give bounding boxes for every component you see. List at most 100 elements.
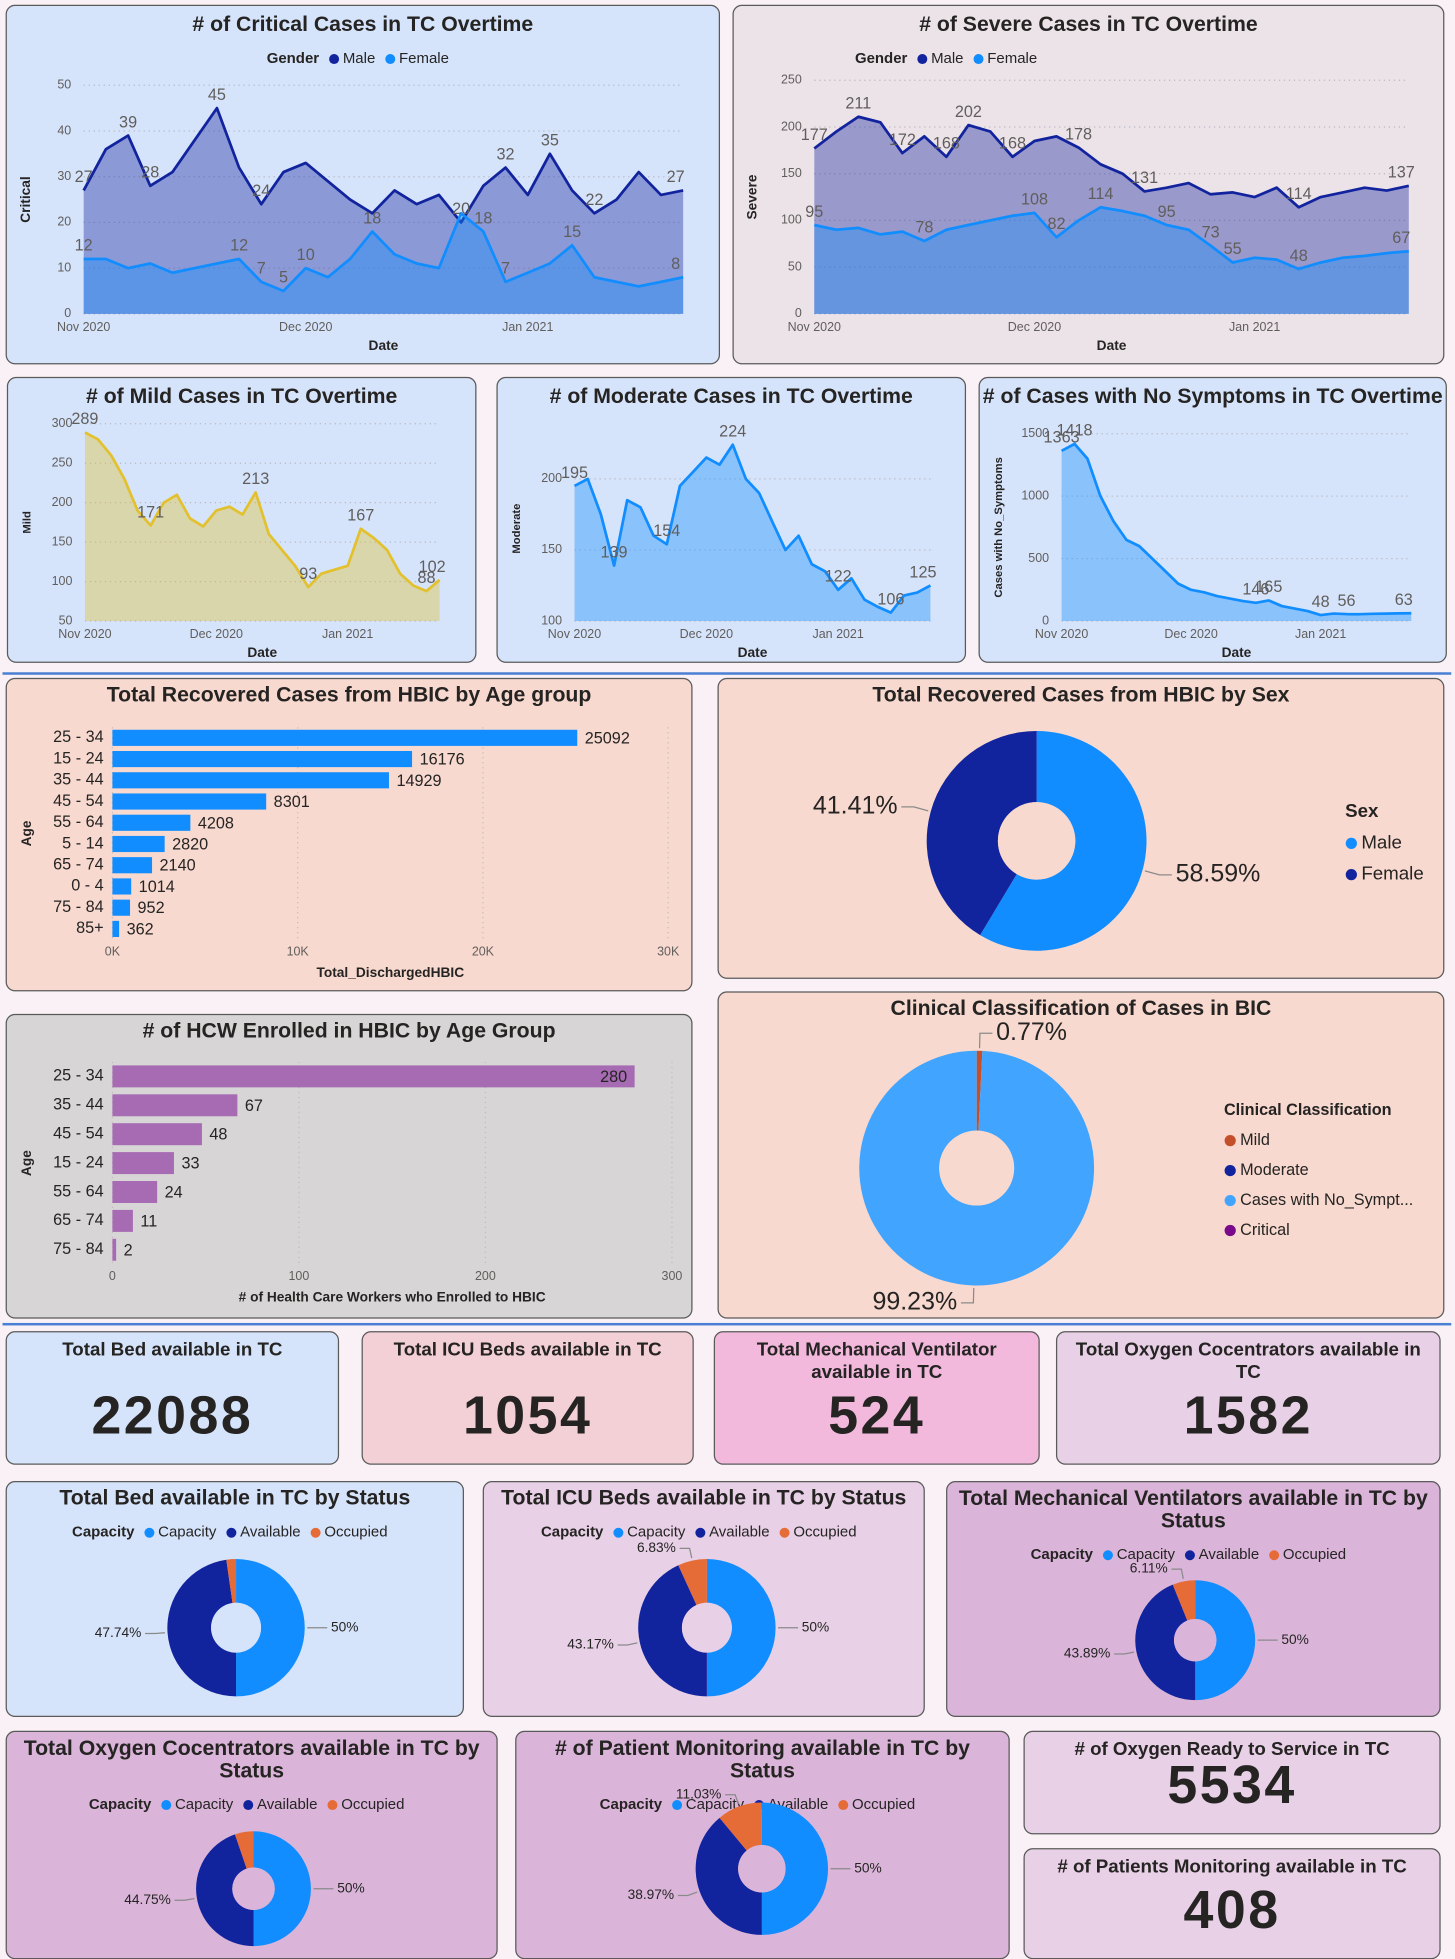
legend-label: Occupied [793,1524,856,1541]
legend-title: Clinical Classification [1224,1101,1392,1119]
x-axis-title: Date [1222,645,1252,660]
leader-line [725,1794,740,1805]
legend-marker [310,1527,321,1538]
y-tick-label: 15 - 24 [53,749,104,767]
legend-marker [226,1527,237,1538]
leader-line [1144,870,1172,876]
data-label: 78 [915,219,933,237]
bar [112,920,120,937]
data-label: 1014 [139,878,175,896]
donut-slice [706,1559,776,1697]
data-label: 168 [999,135,1026,153]
donut-hole [939,1130,1015,1206]
y-tick-label: 100 [541,613,562,627]
data-label: 16176 [420,751,465,769]
chart-title: # of Critical Cases in TC Overtime [192,13,533,36]
y-tick-label: 0 - 4 [71,877,103,895]
y-tick-label: 0 [795,306,802,320]
data-label: 137 [1388,164,1415,182]
y-tick-label: 55 - 64 [53,1182,104,1200]
x-tick-label: Dec 2020 [680,627,733,641]
x-axis-title: Date [738,645,768,660]
y-tick-label: 40 [57,123,71,137]
x-axis-title: # of Health Care Workers who Enrolled to… [239,1290,546,1305]
y-tick-label: 200 [541,471,562,485]
data-label: 114 [1286,185,1312,203]
legend-title: Sex [1345,800,1379,821]
data-label: 0.77% [996,1018,1067,1046]
data-label: 102 [419,558,446,576]
legend-label: Male [343,50,375,67]
legend-title: Capacity [1031,1546,1094,1563]
data-label: 6.83% [637,1540,676,1555]
chart-title: # of Moderate Cases in TC Overtime [550,385,913,408]
data-label: 14929 [396,772,441,790]
y-tick-label: 85+ [76,919,104,937]
legend-label: Mild [1240,1131,1270,1149]
donut-slice [719,1802,762,1851]
x-tick-label: 0K [105,944,121,958]
data-label: 154 [653,522,680,540]
bar [112,772,389,789]
data-label: 48 [1290,247,1308,265]
leader-line [145,1632,166,1635]
donut-slice [761,1802,829,1935]
donut-hole [681,1602,732,1653]
data-label: 8301 [274,793,310,811]
bar [112,899,131,916]
card-value: 22088 [91,1385,253,1445]
card [1055,1331,1441,1465]
y-tick-label: 35 - 44 [53,1096,104,1114]
legend-title: Capacity [72,1524,135,1541]
data-label: 28 [141,164,159,182]
bar [112,857,153,874]
leader-line [901,806,929,812]
legend: Gender Male Female [267,50,449,67]
legend-title: Capacity [600,1796,663,1813]
data-label: 95 [1158,203,1176,221]
x-tick-label: Dec 2020 [279,320,332,334]
y-tick-label: 75 - 84 [53,898,104,916]
y-tick-label: 0 [64,306,71,320]
y-axis-title: Moderate [511,504,523,554]
data-label: 202 [955,103,982,121]
leader-line [1171,1568,1184,1580]
legend-label: Capacity [686,1796,745,1813]
panel [5,1013,693,1319]
data-label: 131 [1131,169,1158,187]
legend-label: Male [1361,831,1402,852]
data-label: 82 [1047,215,1065,233]
y-tick-label: 75 - 84 [53,1240,104,1258]
data-label: 139 [601,543,628,561]
data-label: 11.03% [676,1786,722,1801]
legend: Capacity Capacity Available Occupied [600,1796,916,1813]
legend-marker [779,1527,790,1538]
data-label: 33 [181,1155,199,1173]
legend-marker [1345,837,1357,849]
chart-title: # of Patient Monitoring available in TC … [555,1736,970,1781]
legend-marker [1102,1550,1113,1561]
chart-title: Total Recovered Cases from HBIC by Sex [872,684,1289,707]
y-tick-label: 50 [57,78,71,92]
data-label: 93 [299,565,317,583]
card-value: 5534 [1167,1755,1296,1815]
y-axis-title: Age [19,820,34,846]
data-label: 4208 [198,814,234,832]
donut-hole [997,802,1076,880]
bar [112,793,267,810]
bar [112,1094,238,1117]
bar [112,878,132,895]
card-title: # of Patients Monitoring available in TC [1057,1855,1406,1876]
line [573,443,932,614]
legend-label: Occupied [324,1524,387,1541]
y-tick-label: 0 [1042,613,1049,627]
leader-line [617,1642,638,1646]
data-label: 67 [1392,229,1410,247]
donut-hole [232,1867,275,1910]
data-label: 56 [1338,592,1356,610]
legend-label: Capacity [175,1796,234,1813]
legend-label: Available [1199,1546,1259,1563]
x-tick-label: Jan 2021 [1295,627,1346,641]
leader-line [174,1897,195,1901]
chart-title: # of Severe Cases in TC Overtime [919,13,1258,36]
